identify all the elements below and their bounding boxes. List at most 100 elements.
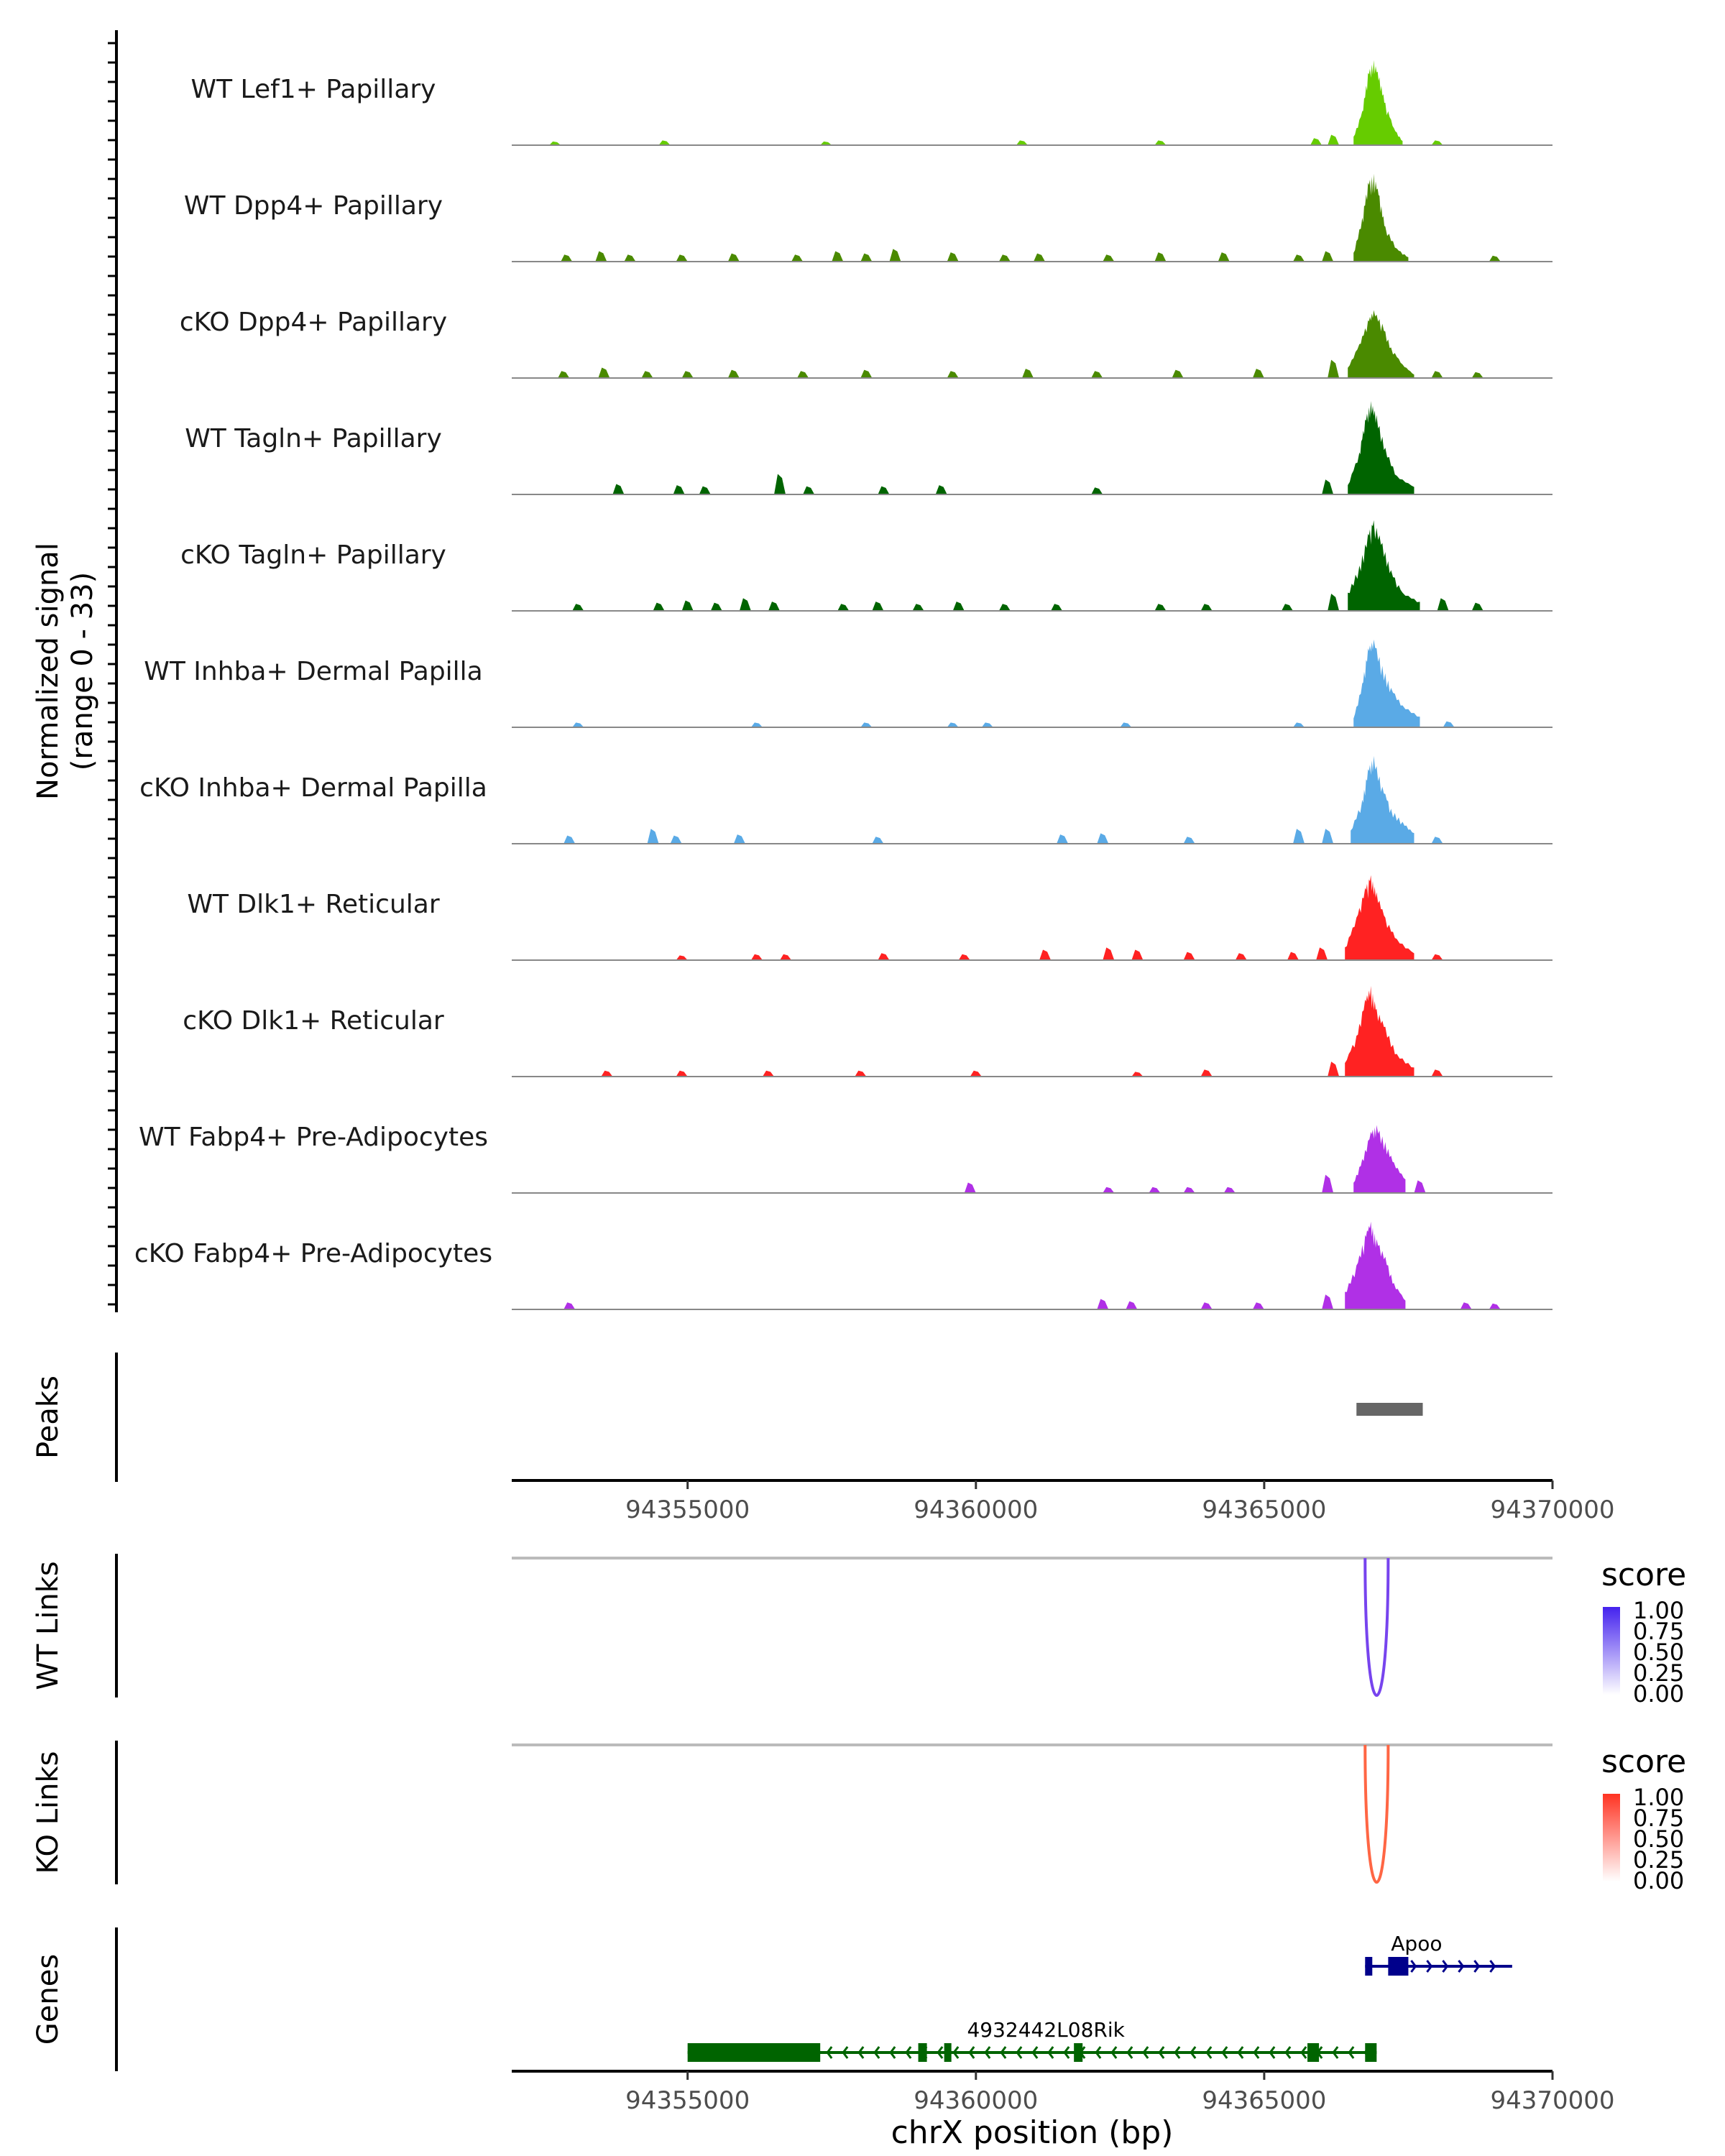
strand-arrow [1284, 2046, 1292, 2059]
background-signal [860, 722, 873, 727]
background-signal [878, 953, 890, 960]
coverage-track-7: WT Dlk1+ Reticular [187, 875, 1552, 961]
x-tick-label: 94365000 [1202, 1496, 1326, 1524]
background-signal [1431, 140, 1443, 145]
background-signal [624, 254, 636, 262]
x-tick-label: 94360000 [914, 1496, 1038, 1524]
genes-track: Apoo 4932442L08Rik [687, 1932, 1512, 2062]
legend-tick-label: 0.00 [1633, 1680, 1684, 1708]
background-signal [676, 955, 688, 960]
legend-tick-label: 0.75 [1633, 1618, 1684, 1645]
background-signal [878, 486, 890, 494]
strand-arrow [1079, 2046, 1086, 2059]
x-tick-label: 94355000 [625, 1496, 750, 1524]
background-signal [1471, 602, 1484, 611]
background-signal [1016, 140, 1028, 145]
background-signal [612, 484, 625, 494]
background-signal [768, 602, 781, 611]
background-signal [780, 954, 792, 960]
background-signal [872, 837, 884, 844]
background-signal [598, 367, 610, 378]
peak-signal [1353, 173, 1409, 262]
gene-label: 4932442L08Rik [967, 2018, 1125, 2042]
wt-legend-ticks: 1.000.750.500.250.00 [1633, 1597, 1684, 1708]
peaks-label: Peaks [32, 1376, 65, 1459]
background-signal [1431, 837, 1443, 844]
coverage-track-2: cKO Dpp4+ Papillary [180, 308, 1552, 379]
gene-label: Apoo [1391, 1932, 1442, 1955]
track-label: WT Fabp4+ Pre-Adipocytes [139, 1123, 488, 1152]
background-signal [837, 604, 850, 611]
gene-Apoo: Apoo [1365, 1932, 1512, 1976]
gene-exon [1365, 2043, 1377, 2062]
background-signal [727, 253, 740, 262]
x-tick-label: 94360000 [914, 2086, 1038, 2115]
background-signal [1328, 1061, 1340, 1077]
background-signal [673, 485, 685, 494]
legend-tick-label: 0.25 [1633, 1846, 1684, 1874]
strand-arrow [937, 2046, 944, 2059]
strand-arrow [1031, 2046, 1039, 2059]
strand-arrow [1126, 2046, 1133, 2059]
background-signal [1322, 829, 1334, 844]
background-signal [653, 602, 665, 611]
background-signal [998, 254, 1011, 262]
background-signal [1322, 1174, 1334, 1193]
coverage-track-0: WT Lef1+ Papillary [191, 60, 1552, 146]
background-signal [572, 722, 584, 727]
background-signal [1218, 252, 1230, 262]
background-signal [1154, 140, 1167, 145]
background-signal [889, 249, 901, 262]
x-axis-title: chrX position (bp) [891, 2114, 1174, 2151]
strand-arrow [889, 2046, 896, 2059]
strand-arrow [1047, 2046, 1054, 2059]
strand-arrow [1300, 2046, 1307, 2059]
strand-arrow [1458, 1960, 1465, 1973]
background-signal [1097, 833, 1109, 844]
background-signal [803, 486, 815, 494]
background-signal [832, 251, 844, 262]
strand-arrow [1016, 2046, 1023, 2059]
peak-signal [1353, 60, 1403, 145]
background-signal [1126, 1301, 1138, 1309]
track-label: WT Inhba+ Dermal Papilla [144, 657, 482, 686]
peak-signal [1353, 1125, 1406, 1193]
track-label: WT Dpp4+ Papillary [184, 191, 443, 221]
strand-arrow [1142, 2046, 1149, 2059]
genes-x-ticks: 94355000 94360000 94365000 94370000 [625, 2071, 1615, 2115]
strand-arrow [1489, 1960, 1496, 1973]
track-label: cKO Dpp4+ Papillary [180, 308, 447, 337]
background-signal [1039, 949, 1052, 960]
strand-arrow [1158, 2046, 1165, 2059]
genes-label: Genes [32, 1954, 65, 2045]
background-signal [1120, 722, 1132, 727]
coverage-y-ticks [108, 42, 116, 1306]
background-signal [1437, 598, 1449, 611]
background-signal [981, 722, 993, 727]
strand-arrow [1426, 1960, 1433, 1973]
background-signal [1252, 369, 1264, 378]
track-label: cKO Fabp4+ Pre-Adipocytes [134, 1239, 492, 1268]
strand-arrow [921, 2046, 928, 2059]
coverage-track-6: cKO Inhba+ Dermal Papilla [139, 755, 1552, 844]
strand-arrow [873, 2046, 880, 2059]
wt-links-track [512, 1557, 1552, 1697]
peak-signal [1353, 639, 1420, 727]
background-signal [1091, 371, 1103, 378]
legend-tick-label: 0.75 [1633, 1805, 1684, 1832]
gene-exon [944, 2043, 952, 2062]
ko-links-track [512, 1743, 1552, 1884]
track-label: cKO Dlk1+ Reticular [183, 1006, 444, 1036]
background-signal [699, 486, 711, 494]
background-signal [676, 1070, 688, 1077]
background-signal [1328, 359, 1340, 378]
background-signal [595, 251, 607, 262]
ko-links-legend: score 1.000.750.500.250.00 [1601, 1743, 1686, 1894]
background-signal [1131, 949, 1144, 960]
background-signal [1235, 953, 1247, 960]
peaks-track [1356, 1403, 1423, 1416]
strand-arrow [1473, 1960, 1481, 1973]
background-signal [1293, 829, 1305, 844]
wt-legend-colorbar [1603, 1607, 1620, 1695]
peak-signal [1348, 401, 1414, 494]
